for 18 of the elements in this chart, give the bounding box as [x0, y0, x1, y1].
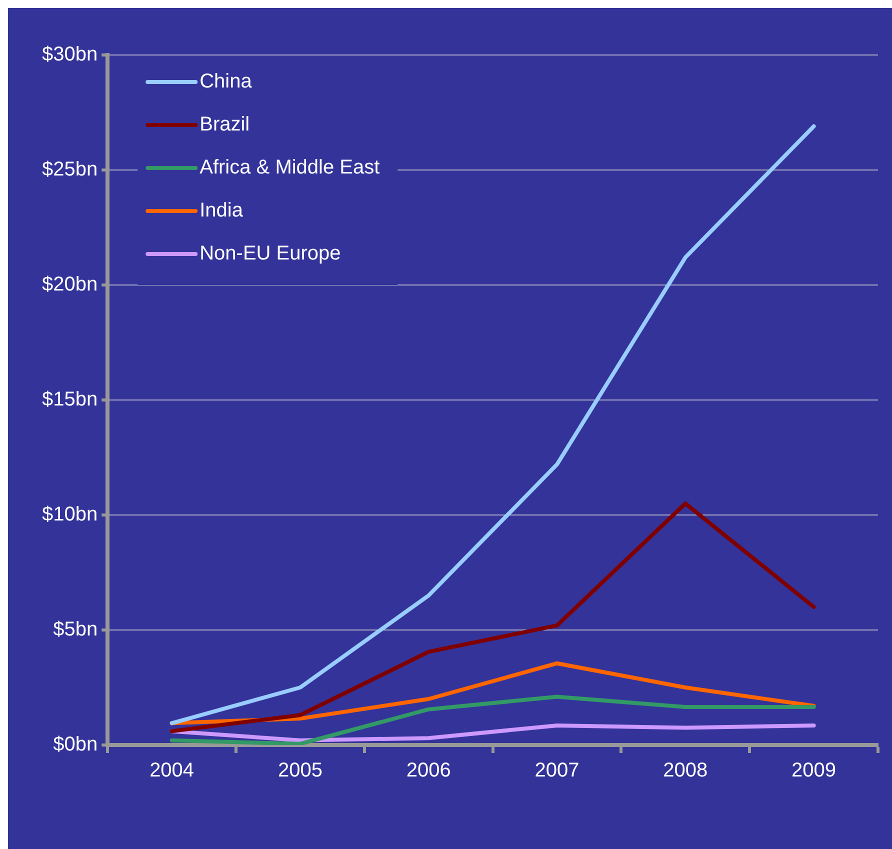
y-tick-label: $15bn — [42, 388, 98, 411]
y-tick-label: $5bn — [53, 618, 98, 641]
x-tick-label: 2007 — [534, 760, 580, 782]
legend-label: India — [200, 200, 244, 222]
x-tick-label: 2009 — [792, 760, 836, 782]
legend-label: China — [200, 70, 253, 93]
x-tick-label: 2006 — [406, 760, 451, 782]
x-tick-label: 2005 — [278, 760, 322, 782]
legend-label: Brazil — [200, 114, 250, 136]
x-tick-label: 2008 — [663, 760, 708, 782]
y-tick-label: $20bn — [42, 274, 98, 296]
y-tick-label: $25bn — [42, 158, 98, 181]
legend-label: Africa & Middle East — [200, 156, 380, 179]
y-tick-label: $10bn — [42, 504, 98, 526]
x-tick-label: 2004 — [150, 760, 194, 782]
legend-label: Non-EU Europe — [200, 242, 341, 265]
y-tick-label: $30bn — [42, 44, 98, 66]
y-tick-label: $0bn — [53, 734, 98, 756]
